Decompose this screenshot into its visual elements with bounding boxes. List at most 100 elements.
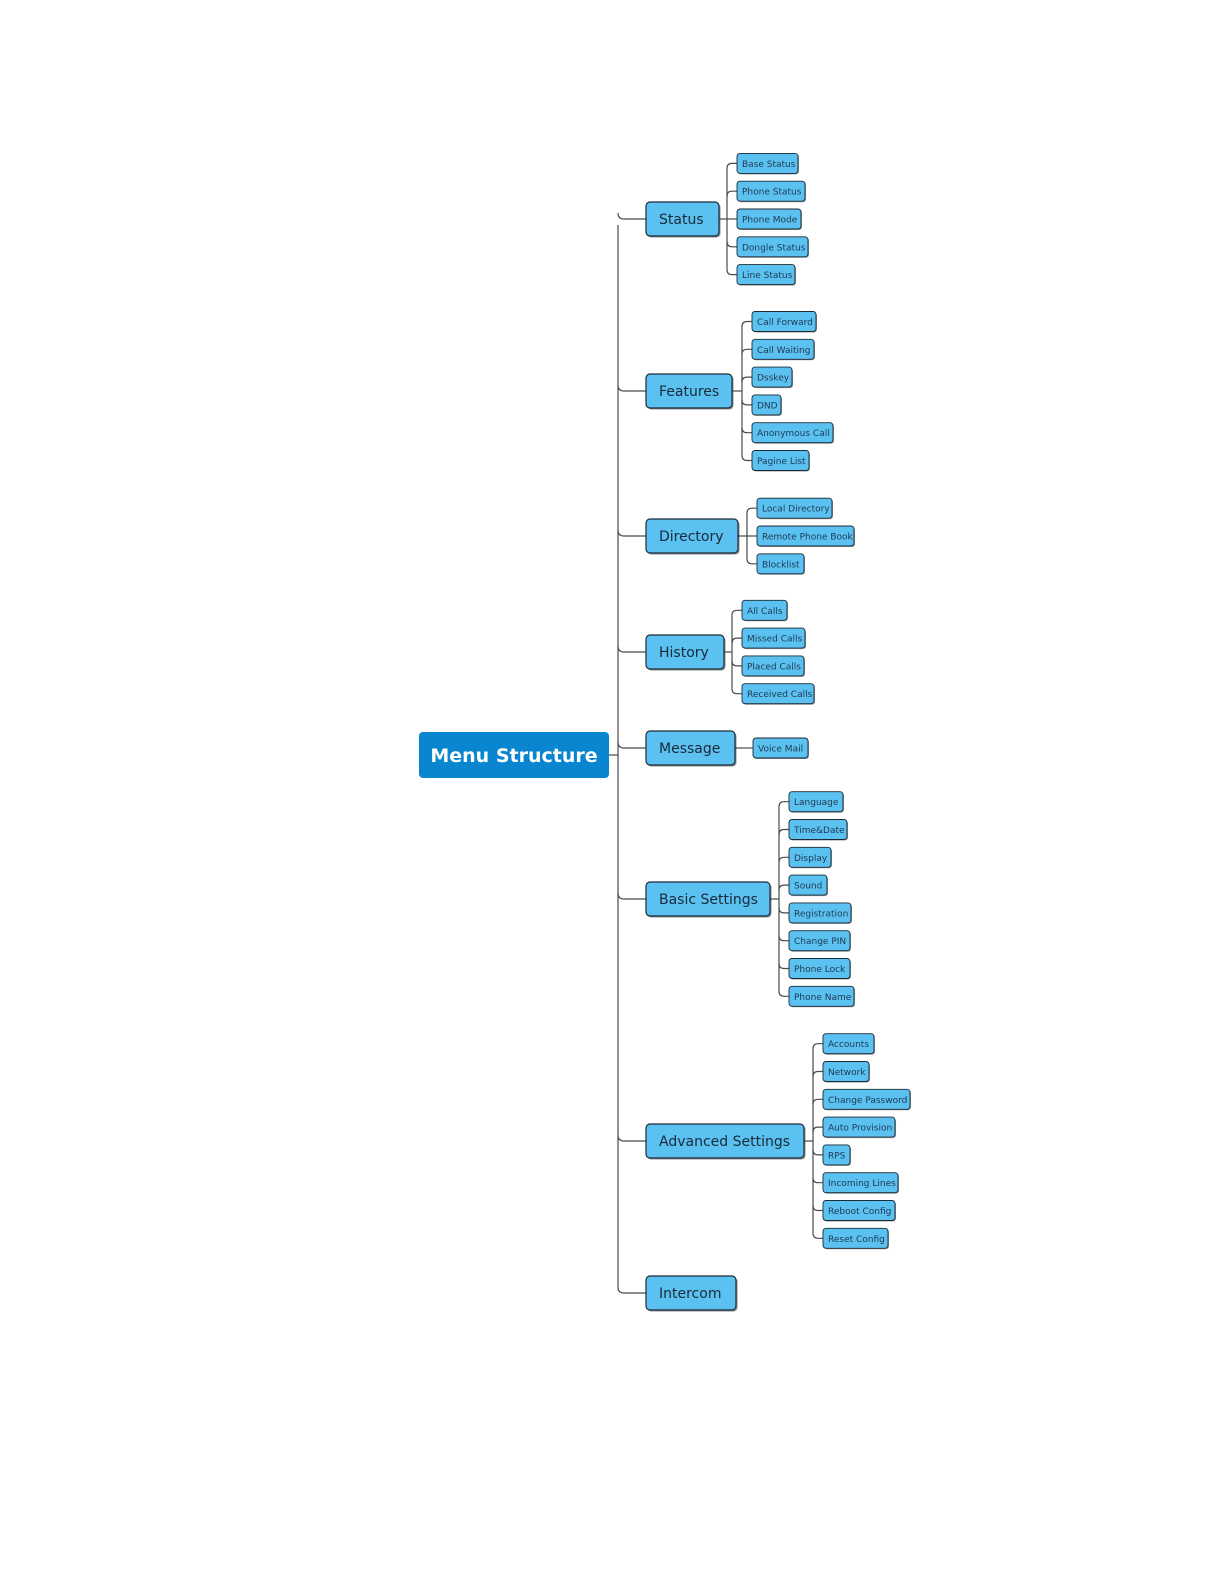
menu-item-label: Sound (794, 882, 822, 892)
connector-features (617, 384, 646, 392)
menu-item-label: Call Forward (757, 318, 813, 328)
menu-item-dsskey: Dsskey (751, 366, 793, 389)
menu-item-label: Dongle Status (742, 243, 806, 253)
connector-all-calls (731, 609, 742, 616)
category-basic-settings: Basic Settings Language Time&Date Display So… (645, 791, 855, 1008)
menu-item-change-pin: Change PIN (788, 930, 851, 952)
connector-rps (812, 1149, 823, 1156)
category-label: Advanced Settings (659, 1134, 790, 1150)
menu-item-phone-name: Phone Name (788, 985, 855, 1008)
menu-item-label: Phone Name (794, 993, 852, 1003)
category-label: Basic Settings (659, 892, 758, 908)
menu-item-label: Received Calls (747, 690, 813, 700)
root-node: Menu Structure (419, 732, 609, 778)
menu-item-accounts: Accounts (822, 1033, 875, 1055)
menu-item-label: Missed Calls (747, 635, 803, 645)
menu-item-phone-lock: Phone Lock (788, 958, 851, 980)
menu-item-display: Display (788, 846, 832, 869)
menu-item-placed-calls: Placed Calls (741, 655, 805, 677)
connector-message (617, 741, 646, 749)
connector-status (617, 212, 646, 220)
connector-basic-settings (617, 892, 646, 900)
menu-item-label: Phone Lock (794, 965, 846, 975)
menu-item-line-status: Line Status (736, 264, 796, 286)
menu-item-label: Placed Calls (747, 662, 801, 672)
menu-item-sound: Sound (788, 874, 828, 897)
menu-item-label: Anonymous Call (757, 429, 830, 439)
menu-item-label: Voice Mail (758, 745, 803, 755)
menu-item-incoming-lines: Incoming Lines (822, 1172, 899, 1194)
menu-item-call-waiting: Call Waiting (751, 338, 815, 361)
category-history: History All Calls Missed Calls Placed Calls… (645, 599, 815, 705)
menu-item-local-directory: Local Directory (756, 497, 833, 520)
menu-item-label: Phone Status (742, 188, 802, 198)
category-label: Status (659, 212, 704, 228)
connector-local-directory (746, 507, 757, 514)
menu-item-label: Auto Provision (828, 1124, 892, 1134)
menu-item-pagine-list: Pagine List (751, 450, 810, 472)
menu-item-label: Call Waiting (757, 346, 810, 356)
connector-registration (778, 907, 789, 914)
connector-incoming-lines (812, 1177, 823, 1184)
menu-item-reboot-config: Reboot Config (822, 1200, 896, 1222)
menu-item-label: All Calls (747, 607, 783, 617)
category-label: History (659, 645, 709, 661)
connector-dsskey (741, 376, 752, 383)
menu-item-label: Network (828, 1068, 866, 1078)
menu-item-label: Base Status (742, 160, 796, 170)
menu-item-label: Pagine List (757, 457, 806, 467)
connector-time-and-date (778, 828, 789, 835)
connector-change-pin (778, 935, 789, 942)
category-intercom: Intercom (645, 1275, 738, 1312)
menu-item-label: Registration (794, 909, 848, 919)
connector-sound (778, 884, 789, 891)
menu-item-label: Accounts (828, 1040, 869, 1050)
menu-item-received-calls: Received Calls (741, 683, 815, 705)
connector-intercom (617, 1286, 646, 1294)
connector-change-password (812, 1098, 823, 1105)
menu-item-reset-config: Reset Config (822, 1227, 889, 1250)
menu-item-auto-provision: Auto Provision (822, 1116, 896, 1139)
connector-history (617, 645, 646, 653)
category-label: Message (659, 741, 720, 757)
menu-item-registration: Registration (788, 902, 852, 924)
menu-item-call-forward: Call Forward (751, 311, 817, 333)
connector-reboot-config (812, 1205, 823, 1212)
category-label: Intercom (659, 1286, 721, 1302)
connector-network (812, 1070, 823, 1077)
menu-item-label: Incoming Lines (828, 1179, 896, 1189)
menu-item-label: Language (794, 798, 839, 808)
menu-item-voice-mail: Voice Mail (752, 737, 809, 759)
menu-item-label: Time&Date (793, 826, 845, 836)
menu-item-label: Line Status (742, 271, 793, 281)
menu-item-label: Dsskey (757, 374, 790, 384)
menu-item-blocklist: Blocklist (756, 553, 805, 575)
menu-item-network: Network (822, 1061, 870, 1083)
connector-accounts (812, 1043, 823, 1049)
connector-reset-config (812, 1233, 823, 1239)
menu-item-label: Change PIN (794, 937, 846, 947)
connector-advanced-settings (617, 1134, 646, 1142)
menu-item-time-and-date: Time&Date (788, 819, 848, 841)
connector-line-status (726, 269, 737, 276)
connector-dnd (741, 399, 752, 406)
category-status: Status Base Status Phone Status Phone Mode D… (645, 152, 809, 286)
connector-display (778, 856, 789, 863)
connector-auto-provision (812, 1126, 823, 1133)
category-directory: Directory Local Directory Remote Phone Boo… (645, 497, 855, 575)
menu-item-label: Local Directory (762, 505, 830, 515)
menu-item-label: Change Password (828, 1096, 907, 1106)
menu-item-label: Remote Phone Book (762, 533, 854, 543)
category-label: Features (659, 384, 719, 400)
connector-missed-calls (731, 637, 742, 644)
connector-directory (617, 529, 646, 537)
menu-item-all-calls: All Calls (741, 599, 788, 622)
connector-phone-lock (778, 963, 789, 970)
menu-item-dnd: DND (751, 394, 782, 416)
connector-call-forward (741, 320, 752, 327)
connector-language (778, 801, 789, 807)
menu-item-rps: RPS (822, 1144, 851, 1166)
menu-item-anonymous-call: Anonymous Call (751, 422, 834, 444)
connector-phone-name (778, 991, 789, 997)
